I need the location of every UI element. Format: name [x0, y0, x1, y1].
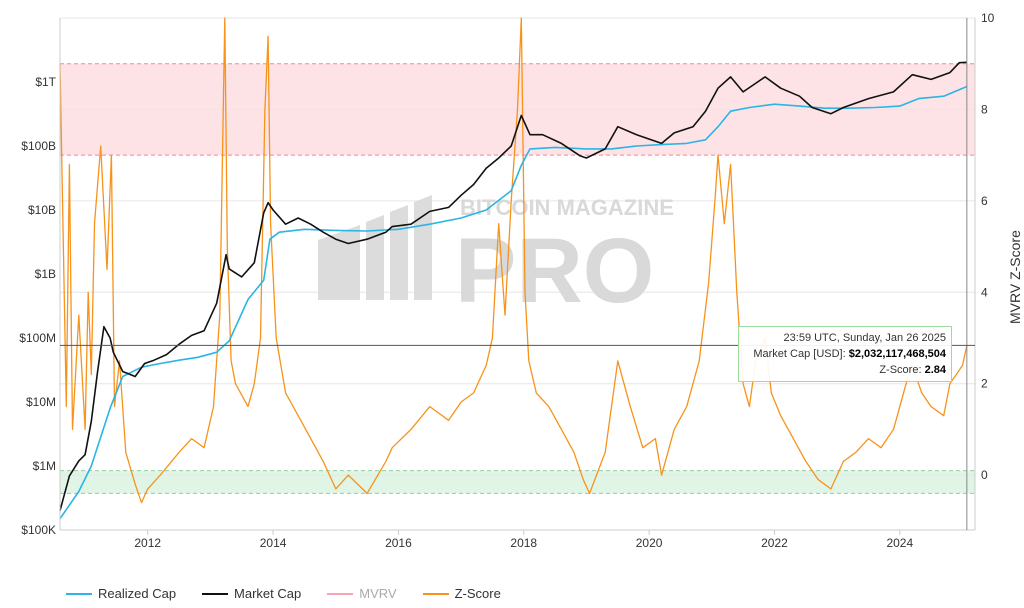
tooltip-z-score: Z-Score: 2.84 — [744, 362, 946, 378]
tooltip: 23:59 UTC, Sunday, Jan 26 2025 Market Ca… — [738, 326, 952, 382]
undervalued-band — [60, 470, 975, 494]
y-right-tick-label: 2 — [981, 377, 988, 391]
y-left-tick-label: $1B — [35, 267, 56, 281]
tooltip-z-value: 2.84 — [924, 364, 946, 376]
watermark: BITCOIN MAGAZINE PRO — [318, 195, 674, 322]
legend-item-mvrv[interactable]: MVRV — [327, 586, 397, 601]
legend-item-z-score[interactable]: Z-Score — [422, 586, 501, 601]
legend-swatch-z-score — [422, 592, 449, 595]
tooltip-mcap-label: Market Cap [USD]: — [753, 348, 846, 360]
x-tick-label: 2024 — [886, 536, 913, 550]
y-right-tick-label: 6 — [981, 194, 988, 208]
y-left-tick-label: $1M — [33, 459, 56, 473]
legend-swatch-realized-cap — [66, 592, 92, 595]
legend-label-realized-cap: Realized Cap — [98, 586, 177, 601]
legend: Realized Cap Market Cap MVRV Z-Score — [66, 586, 501, 601]
series-line-realized-cap — [59, 85, 968, 520]
y-axis-right-title: MVRV Z-Score — [1007, 230, 1023, 324]
y-right-tick-label: 10 — [981, 11, 995, 25]
series-line-z-score — [59, 17, 968, 504]
x-tick-label: 2014 — [260, 536, 287, 550]
y-right-tick-label: 4 — [981, 285, 988, 299]
legend-item-realized-cap[interactable]: Realized Cap — [66, 586, 176, 601]
tooltip-mcap-value: $2,032,117,468,504 — [848, 348, 946, 360]
legend-label-market-cap: Market Cap — [234, 586, 302, 601]
y-left-tick-label: $10B — [28, 203, 56, 217]
legend-item-market-cap[interactable]: Market Cap — [202, 586, 301, 601]
y-left-tick-label: $10M — [26, 395, 56, 409]
legend-label-z-score: Z-Score — [454, 586, 501, 601]
axes: 2012 2014 2016 2018 2020 2022 2024 $100K $1M $10M… — [19, 11, 994, 550]
watermark-bottom: PRO — [455, 220, 654, 322]
x-tick-label: 2012 — [134, 536, 161, 550]
legend-swatch-market-cap — [202, 592, 229, 595]
tooltip-z-label: Z-Score: — [879, 364, 922, 376]
series-line-market-cap — [59, 61, 967, 511]
x-tick-label: 2022 — [761, 536, 788, 550]
y-right-tick-label: 8 — [981, 102, 988, 116]
x-tick-label: 2018 — [510, 536, 537, 550]
tooltip-time: 23:59 UTC, Sunday, Jan 26 2025 — [783, 332, 946, 344]
watermark-top: BITCOIN MAGAZINE — [460, 195, 674, 220]
legend-swatch-mvrv — [327, 592, 354, 595]
y-left-tick-label: $1T — [35, 75, 56, 89]
y-left-tick-label: $100K — [21, 523, 56, 537]
y-left-tick-label: $100B — [21, 139, 56, 153]
x-tick-label: 2020 — [636, 536, 663, 550]
y-left-tick-label: $100M — [19, 331, 56, 345]
tooltip-market-cap: Market Cap [USD]: $2,032,117,468,504 — [744, 346, 946, 362]
y-right-tick-label: 0 — [981, 468, 988, 482]
series-layer — [59, 17, 968, 520]
watermark-logo — [318, 195, 432, 300]
gridlines — [60, 17, 975, 494]
x-tick-label: 2016 — [385, 536, 412, 550]
legend-label-mvrv: MVRV — [359, 586, 397, 601]
